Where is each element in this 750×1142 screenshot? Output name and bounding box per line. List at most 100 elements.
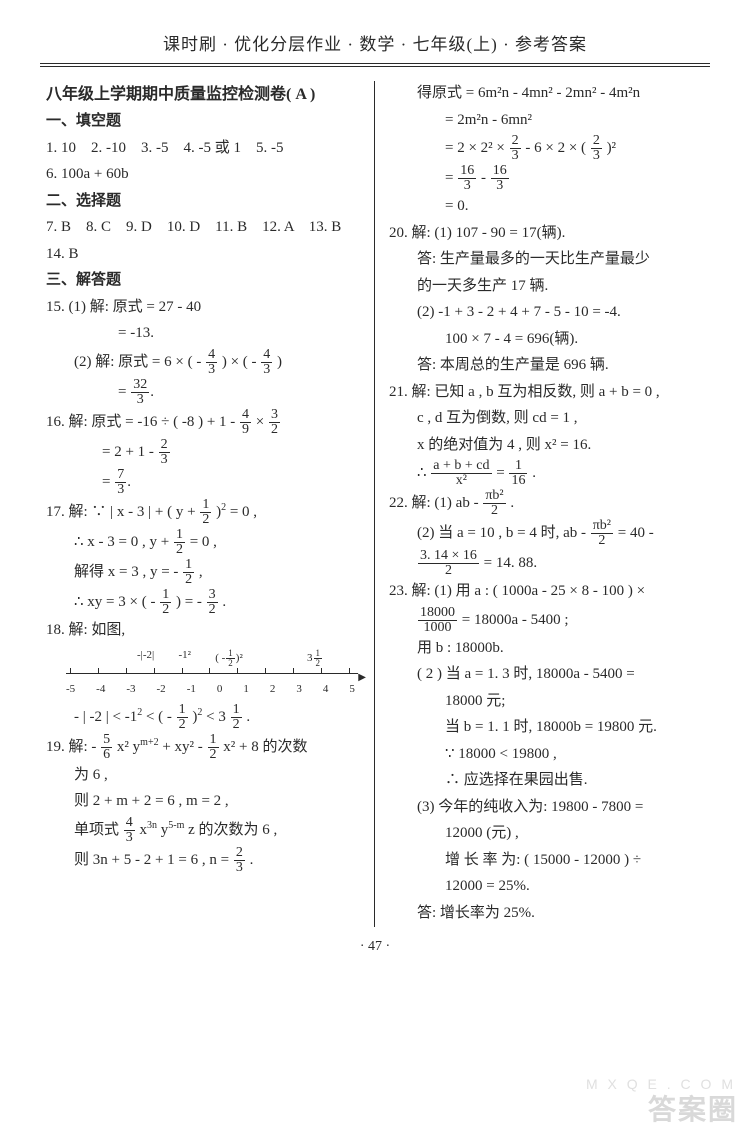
r5: = 0. bbox=[389, 194, 704, 220]
text: 解得 x = 3 , y = - bbox=[74, 564, 178, 580]
choice-answers-2: 14. B bbox=[46, 242, 360, 268]
q23k: 增 长 率 为: ( 15000 - 12000 ) ÷ bbox=[389, 848, 704, 874]
text: 19. 解: - bbox=[46, 739, 96, 755]
r1: 得原式 = 6m²n - 4mn² - 2mn² - 4m²n bbox=[389, 81, 704, 107]
q23b: 180001000 = 18000a - 5400 ; bbox=[389, 606, 704, 635]
text: )² bbox=[607, 140, 617, 156]
q16c: = 73. bbox=[46, 468, 360, 497]
q15-2: (2) 解: 原式 = 6 × ( - 43 ) × ( - 43 ) bbox=[46, 348, 360, 377]
q18b: - | -2 | < -12 < ( - 12 )2 < 3 12 . bbox=[46, 703, 360, 732]
q23f: 当 b = 1. 1 时, 18000b = 19800 元. bbox=[389, 715, 704, 741]
frac-18000-1000: 180001000 bbox=[418, 606, 457, 635]
q15-1: 15. (1) 解: 原式 = 27 - 40 bbox=[46, 295, 360, 321]
left-column: 八年级上学期期中质量监控检测卷( A ) 一、填空题 1. 10 2. -10 … bbox=[40, 81, 375, 927]
text: ∴ x - 3 = 0 , y + bbox=[74, 534, 169, 550]
text: - | -2 | < -1 bbox=[74, 709, 137, 725]
frac-314-2: 3. 14 × 162 bbox=[418, 549, 479, 578]
text: . bbox=[532, 465, 536, 481]
q20a: 20. 解: (1) 107 - 90 = 17(辆). bbox=[389, 221, 704, 247]
frac-pib2-2: πb²2 bbox=[591, 519, 613, 548]
text: x bbox=[140, 822, 148, 838]
frac-2-3: 23 bbox=[510, 134, 521, 163]
text: 17. 解: ∵ | x - 3 | + ( y + bbox=[46, 504, 196, 520]
text: = 2 × 2² × bbox=[445, 140, 505, 156]
q19b: 则 2 + m + 2 = 6 , m = 2 , bbox=[46, 789, 360, 815]
choice-answers-1: 7. B 8. C 9. D 10. D 11. B 12. A 13. B bbox=[46, 215, 360, 241]
frac-16-3: 163 bbox=[491, 164, 509, 193]
text: ) = - bbox=[176, 594, 202, 610]
q22c: 3. 14 × 162 = 14. 88. bbox=[389, 549, 704, 578]
q21b: c , d 互为倒数, 则 cd = 1 , bbox=[389, 406, 704, 432]
text: = 40 - bbox=[618, 525, 654, 541]
frac-2-3: 23 bbox=[591, 134, 602, 163]
text: . bbox=[246, 709, 250, 725]
q20e: 100 × 7 - 4 = 696(辆). bbox=[389, 327, 704, 353]
text: - bbox=[481, 170, 486, 186]
text: (2) 当 a = 10 , b = 4 时, ab - bbox=[417, 525, 586, 541]
text: = 2 + 1 - bbox=[102, 444, 154, 460]
q19a5: 为 6 , bbox=[46, 763, 360, 789]
q15-2eq: = 323. bbox=[46, 378, 360, 407]
text: . bbox=[250, 852, 254, 868]
q20b: 答: 生产量最多的一天比生产量最少 bbox=[389, 247, 704, 273]
q22a: 22. 解: (1) ab - πb²2 . bbox=[389, 489, 704, 518]
frac-1-16: 116 bbox=[509, 459, 527, 488]
q23l: 12000 = 25%. bbox=[389, 874, 704, 900]
page-number: · 47 · bbox=[40, 939, 710, 955]
text: = bbox=[118, 384, 126, 400]
text: × bbox=[256, 414, 264, 430]
r2: = 2m²n - 6mn² bbox=[389, 108, 704, 134]
frac-1-2: 12 bbox=[200, 498, 211, 527]
q23a: 23. 解: (1) 用 a : ( 1000a - 25 × 8 - 100 … bbox=[389, 579, 704, 605]
frac-16-3: 163 bbox=[458, 164, 476, 193]
frac-1-2: 12 bbox=[177, 703, 188, 732]
exam-title: 八年级上学期期中质量监控检测卷( A ) bbox=[46, 81, 360, 108]
text: . bbox=[510, 495, 514, 511]
q23c: 用 b : 18000b. bbox=[389, 636, 704, 662]
q20f: 答: 本周总的生产量是 696 辆. bbox=[389, 353, 704, 379]
text: 则 3n + 5 - 2 + 1 = 6 , n = bbox=[74, 852, 229, 868]
text: 单项式 bbox=[74, 822, 119, 838]
frac-abcd-x2: a + b + cdx² bbox=[431, 459, 491, 488]
text: . bbox=[222, 594, 226, 610]
q23g: ∵ 18000 < 19800 , bbox=[389, 742, 704, 768]
text: ∴ bbox=[417, 465, 427, 481]
frac-5-6: 56 bbox=[101, 733, 112, 762]
frac-pib2-2: πb²2 bbox=[483, 489, 505, 518]
q23e: 18000 元; bbox=[389, 689, 704, 715]
text: = 18000a - 5400 ; bbox=[462, 611, 569, 627]
q16: 16. 解: 原式 = -16 ÷ ( -8 ) + 1 - 49 × 32 bbox=[46, 408, 360, 437]
frac-1-2: 12 bbox=[231, 703, 242, 732]
frac-2-3: 23 bbox=[234, 846, 245, 875]
q23i: (3) 今年的纯收入为: 19800 - 7800 = bbox=[389, 795, 704, 821]
r4: = 163 - 163 bbox=[389, 164, 704, 193]
q21d: ∴ a + b + cdx² = 116 . bbox=[389, 459, 704, 488]
text: , bbox=[199, 564, 203, 580]
q23m: 答: 增长率为 25%. bbox=[389, 901, 704, 927]
q21a: 21. 解: 已知 a , b 互为相反数, 则 a + b = 0 , bbox=[389, 380, 704, 406]
fill-answers-1: 1. 10 2. -10 3. -5 4. -5 或 1 5. -5 bbox=[46, 136, 360, 162]
r3: = 2 × 2² × 23 - 6 × 2 × ( 23 )² bbox=[389, 134, 704, 163]
text: (2) 解: 原式 = 6 × ( - bbox=[74, 354, 201, 370]
text: x² + 8 的次数 bbox=[223, 739, 307, 755]
frac-4-3: 43 bbox=[124, 816, 135, 845]
text: = 0 , bbox=[190, 534, 217, 550]
frac-1-2: 12 bbox=[183, 558, 194, 587]
section-3: 三、解答题 bbox=[46, 268, 360, 294]
text: 22. 解: (1) ab - bbox=[389, 495, 479, 511]
fill-answers-2: 6. 100a + 60b bbox=[46, 162, 360, 188]
frac-3-2: 32 bbox=[207, 588, 218, 617]
text: ) bbox=[277, 354, 282, 370]
text: - 6 × 2 × ( bbox=[525, 140, 586, 156]
text: ) × ( - bbox=[222, 354, 257, 370]
text: < 3 bbox=[206, 709, 226, 725]
q18a: 18. 解: 如图, bbox=[46, 618, 360, 644]
text: ∴ xy = 3 × ( - bbox=[74, 594, 155, 610]
text: < ( - bbox=[146, 709, 172, 725]
text: = bbox=[445, 170, 453, 186]
q15-1b: = -13. bbox=[46, 321, 360, 347]
frac-4-3: 43 bbox=[261, 348, 272, 377]
text: = bbox=[102, 474, 110, 490]
q17a: 17. 解: ∵ | x - 3 | + ( y + 12 )2 = 0 , bbox=[46, 498, 360, 527]
text: = bbox=[496, 465, 504, 481]
